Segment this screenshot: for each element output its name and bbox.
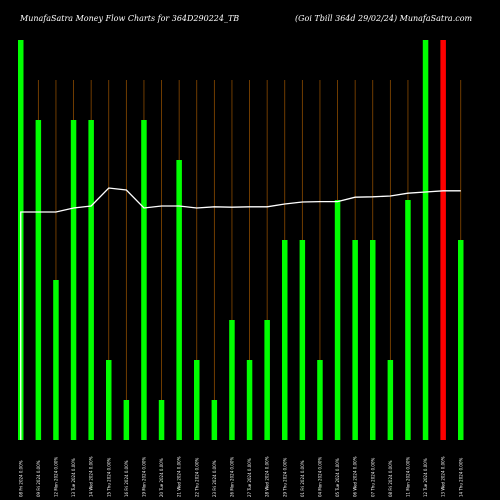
x-tick-label: 20 Tue 2024 0.00%	[159, 458, 164, 497]
x-tick-label: 12 Tue 2024 0.00%	[423, 458, 428, 497]
x-tick-label: 06 Wed 2024 0.00%	[353, 456, 358, 497]
x-tick-label: 14 Wed 2024 0.00%	[89, 456, 94, 497]
bar-04-03-24	[317, 360, 323, 440]
x-tick-label: 22 Thu 2024 0.00%	[194, 457, 199, 497]
x-tick-label: 08 Fri 2024 0.00%	[18, 460, 23, 497]
x-tick-label: 09 Fri 2024 0.00%	[36, 460, 41, 497]
bar-11-03-24	[405, 200, 411, 440]
bar-12-02-24	[53, 280, 59, 440]
bar-29-02-24	[282, 240, 288, 440]
x-tick-label: 15 Thu 2024 0.00%	[106, 457, 111, 497]
bar-28-02-24	[264, 320, 270, 440]
bar-13-02-24	[70, 120, 77, 440]
x-tick-label: 14 Thu 2024 0.00%	[458, 457, 463, 497]
x-tick-label: 23 Fri 2024 0.00%	[212, 460, 217, 497]
x-tick-label: 07 Thu 2024 0.00%	[370, 457, 375, 497]
bar-23-02-24	[211, 400, 218, 440]
x-tick-label: 11 Mon 2024 0.00%	[405, 457, 410, 497]
bar-20-02-24	[158, 400, 165, 440]
bar-19-02-24	[141, 120, 147, 440]
bar-15-02-24	[106, 360, 112, 440]
chart-title: MunafaSatra Money Flow Charts for 364D29…	[19, 14, 239, 23]
bar-13-03-24	[440, 40, 446, 440]
bar-07-03-24	[370, 240, 376, 440]
bar-14-02-24	[88, 120, 94, 440]
x-tick-labels: 08 Fri 2024 0.00% 09 Fri 2024 0.00% 12 Mon…	[18, 456, 463, 497]
bar-26-02-24	[229, 320, 235, 440]
bar-22-02-24	[194, 360, 200, 440]
grid-lines	[20, 80, 462, 440]
bar-05-03-24	[334, 200, 341, 440]
bar-01-03-24	[299, 240, 306, 440]
bar-06-03-24	[352, 240, 358, 440]
x-tick-label: 21 Wed 2024 0.00%	[177, 456, 182, 497]
x-tick-label: 01 Fri 2024 0.00%	[300, 460, 305, 497]
x-tick-label: 27 Tue 2024 0.00%	[247, 458, 252, 497]
x-tick-label: 16 Fri 2024 0.00%	[124, 460, 129, 497]
bar-series	[18, 40, 464, 440]
x-tick-label: 04 Mon 2024 0.00%	[317, 457, 322, 497]
x-tick-label: 05 Tue 2024 0.00%	[335, 458, 340, 497]
x-tick-label: 08 Fri 2024 0.00%	[388, 460, 393, 497]
x-tick-label: 19 Mon 2024 0.00%	[141, 457, 146, 497]
x-tick-label: 28 Wed 2024 0.00%	[265, 456, 270, 497]
bar-08-03-24	[387, 360, 394, 440]
bar-12-03-24	[422, 40, 429, 440]
x-tick-label: 26 Mon 2024 0.00%	[229, 457, 234, 497]
bar-14-03-24	[458, 240, 464, 440]
bar-16-02-24	[123, 400, 130, 440]
bar-27-02-24	[246, 360, 253, 440]
bar-21-02-24	[176, 160, 182, 440]
chart-subtitle: (Goi Tbill 364d 29/02/24) MunafaSatra.co…	[295, 14, 473, 23]
x-tick-label: 12 Mon 2024 0.00%	[53, 457, 58, 497]
x-tick-label: 13 Tue 2024 0.00%	[71, 458, 76, 497]
money-flow-line	[20, 187, 461, 440]
x-tick-label: 29 Thu 2024 0.00%	[282, 457, 287, 497]
bar-09-02-24	[35, 120, 42, 440]
x-tick-label: 13 Wed 2024 0.00%	[441, 456, 446, 497]
